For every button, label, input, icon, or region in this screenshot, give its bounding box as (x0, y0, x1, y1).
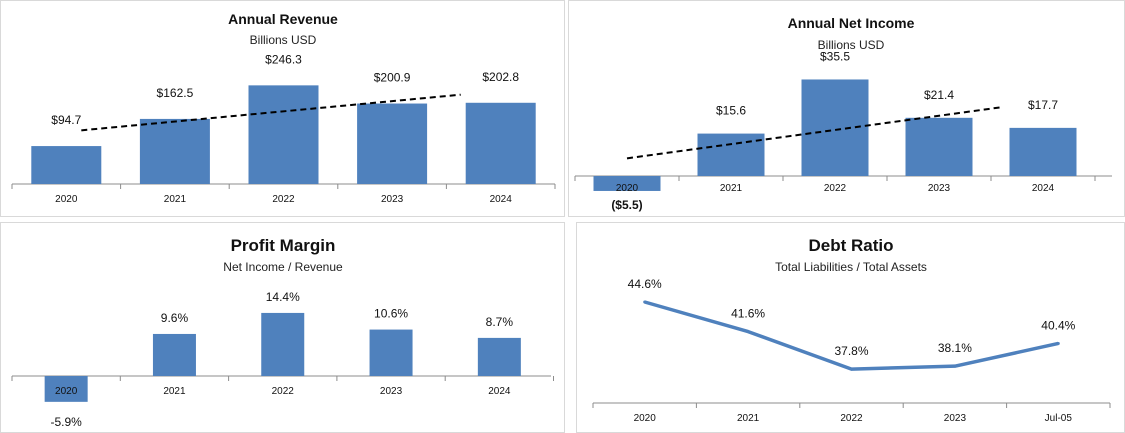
net-income-trendline (626, 106, 1004, 160)
debt-ratio-data-label: 44.6% (628, 277, 662, 291)
revenue-bar (139, 118, 210, 184)
profit-margin-bar (369, 329, 413, 376)
profit-margin-bar (152, 333, 196, 376)
net-income-bar (593, 176, 661, 191)
revenue-bar (357, 103, 428, 184)
net-income-chart-subtitle: Billions USD (818, 38, 885, 52)
debt-ratio-x-tick-label: 2022 (840, 413, 863, 424)
net-income-x-tick-label: 2022 (824, 183, 847, 194)
debt-ratio-panel (576, 222, 1125, 433)
net-income-bar (905, 117, 973, 176)
revenue-data-label: $202.8 (482, 70, 519, 84)
debt-ratio-x-tick-label: 2023 (944, 413, 967, 424)
debt-ratio-point (643, 300, 647, 304)
profit-margin-x-tick-label: 2020 (55, 386, 78, 397)
debt-ratio-chart-subtitle: Total Liabilities / Total Assets (775, 260, 927, 274)
revenue-x-tick-label: 2021 (164, 194, 187, 205)
revenue-data-label: $162.5 (157, 86, 194, 100)
revenue-x-tick-label: 2022 (272, 194, 295, 205)
profit-margin-bar (477, 337, 521, 376)
debt-ratio-data-label: 37.8% (834, 344, 868, 358)
revenue-trendline (81, 93, 461, 132)
net-income-x-tick-label: 2020 (616, 183, 639, 194)
debt-ratio-data-label: 40.4% (1041, 318, 1075, 332)
debt-ratio-point (953, 364, 957, 368)
revenue-bar (248, 85, 319, 184)
net-income-data-label: $21.4 (924, 88, 954, 102)
debt-ratio-data-label: 38.1% (938, 341, 972, 355)
profit-margin-data-label: 8.7% (486, 315, 514, 329)
profit-margin-bar (44, 376, 88, 402)
profit-margin-x-tick-label: 2021 (163, 386, 186, 397)
revenue-x-tick-label: 2020 (55, 194, 78, 205)
debt-ratio-x-tick-label: 2021 (737, 413, 760, 424)
revenue-chart-title: Annual Revenue (228, 11, 338, 27)
net-income-x-tick-label: 2023 (928, 183, 951, 194)
debt-ratio-point (746, 330, 750, 334)
revenue-data-label: $200.9 (374, 71, 411, 85)
debt-ratio-chart-title: Debt Ratio (809, 236, 894, 255)
plot-layer: 2020 $94.7 2021 $162.5 2022 $246.3 2023 $200.9 2… (11, 49, 1112, 429)
revenue-bar (31, 146, 102, 184)
debt-ratio-x-tick-label: 2020 (634, 413, 657, 424)
net-income-bar (697, 133, 765, 176)
debt-ratio-x-tick-label: Jul-05 (1045, 413, 1073, 424)
revenue-x-tick-label: 2023 (381, 194, 404, 205)
profit-margin-data-label: -5.9% (50, 415, 82, 429)
net-income-bar (1009, 127, 1077, 176)
net-income-data-label: ($5.5) (611, 198, 642, 212)
net-income-x-tick-label: 2024 (1032, 183, 1055, 194)
profit-margin-x-tick-label: 2024 (488, 386, 511, 397)
net-income-x-tick-label: 2021 (720, 183, 743, 194)
revenue-chart-subtitle: Billions USD (250, 33, 317, 47)
revenue-data-label: $94.7 (51, 113, 81, 127)
profit-margin-chart-title: Profit Margin (231, 236, 336, 255)
net-income-data-label: $35.5 (820, 49, 850, 63)
revenue-data-label: $246.3 (265, 52, 302, 66)
debt-ratio-point (850, 367, 853, 371)
revenue-x-tick-label: 2024 (490, 194, 513, 205)
debt-ratio-point (1056, 341, 1060, 345)
debt-ratio-data-label: 41.6% (731, 307, 765, 321)
profit-margin-data-label: 10.6% (374, 307, 408, 321)
profit-margin-x-tick-label: 2022 (272, 386, 295, 397)
net-income-data-label: $15.6 (716, 104, 746, 118)
profit-margin-data-label: 9.6% (161, 311, 189, 325)
net-income-chart-title: Annual Net Income (788, 15, 915, 31)
profit-margin-chart-subtitle: Net Income / Revenue (223, 260, 343, 274)
profit-margin-bar (261, 312, 305, 376)
revenue-bar (465, 102, 536, 184)
profit-margin-x-tick-label: 2023 (380, 386, 403, 397)
profit-margin-data-label: 14.4% (266, 290, 300, 304)
net-income-data-label: $17.7 (1028, 98, 1058, 112)
